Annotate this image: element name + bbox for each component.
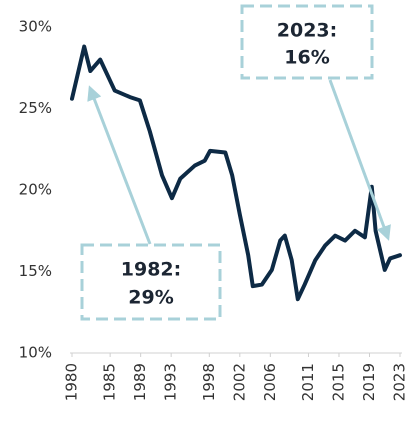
- y-tick-label: 30%: [19, 18, 52, 36]
- x-tick-label: 2006: [261, 363, 279, 401]
- annotation-box: [240, 4, 374, 80]
- annotation: 29%: [128, 287, 173, 309]
- y-tick-label: 20%: [19, 181, 52, 199]
- x-tick-label: 2023: [391, 363, 409, 401]
- arrow: [328, 79, 391, 241]
- y-tick-label: 10%: [19, 344, 52, 362]
- y-tick-label: 25%: [19, 99, 52, 117]
- x-tick-label: 2015: [329, 363, 347, 401]
- y-tick-label: 15%: [19, 262, 52, 280]
- x-tick-label: 2019: [360, 363, 378, 401]
- x-tick-label: 1980: [63, 363, 81, 401]
- x-tick-label: 1985: [101, 363, 119, 401]
- x-tick-label: 1989: [131, 363, 149, 401]
- arrow: [87, 85, 152, 245]
- x-tick-label: 2002: [230, 363, 248, 401]
- x-tick-label: 1993: [162, 363, 180, 401]
- annotation: 1982:: [121, 259, 181, 281]
- x-tick-label: 1998: [200, 363, 218, 401]
- annotation: 2023:: [277, 20, 337, 42]
- x-tick-label: 2011: [299, 363, 317, 401]
- line: [70, 44, 402, 302]
- annotation-box: [80, 243, 222, 321]
- annotation: 16%: [284, 47, 329, 69]
- plot-area: 10% 15% 20% 25% 30% 1980 1985 1989 1993 1998 2002 2…: [19, 18, 409, 402]
